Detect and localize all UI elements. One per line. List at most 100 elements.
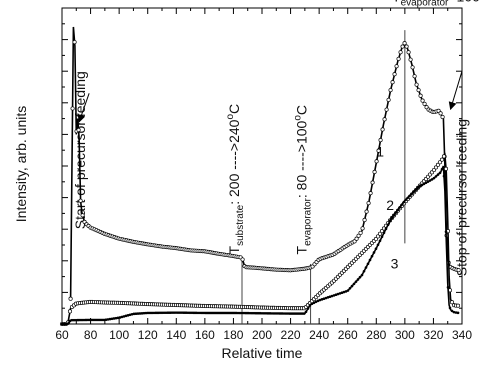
data-point: [422, 101, 427, 106]
data-point: [92, 318, 96, 322]
data-point: [386, 223, 390, 227]
data-point: [174, 311, 178, 314]
annotation-arrow: [77, 93, 90, 123]
data-point: [78, 318, 82, 322]
data-point: [228, 311, 232, 315]
data-point: [376, 148, 381, 153]
data-point: [204, 311, 208, 315]
data-point: [354, 236, 359, 241]
data-point: [182, 311, 186, 315]
data-point: [260, 311, 264, 315]
data-point: [274, 312, 278, 315]
temperature-label-part: C: [293, 105, 309, 115]
data-point: [376, 243, 380, 247]
data-point: [412, 190, 416, 193]
data-point: [328, 295, 332, 298]
data-point: [318, 298, 322, 302]
data-point: [437, 160, 443, 165]
data-point: [98, 318, 102, 322]
data-point: [336, 292, 340, 296]
y-axis-label: Intensity, arb. units: [13, 106, 29, 222]
data-point: [390, 80, 395, 85]
data-point: [302, 312, 306, 315]
temperature-label-part: o: [292, 115, 303, 121]
data-point: [356, 278, 360, 281]
data-point: [268, 312, 272, 315]
data-point: [375, 234, 381, 239]
data-point: [300, 312, 304, 315]
data-point: [312, 301, 316, 305]
data-point: [76, 127, 81, 133]
data-point: [294, 312, 298, 315]
data-point: [186, 311, 190, 315]
data-point: [108, 317, 112, 321]
data-point: [398, 50, 403, 55]
data-point: [126, 314, 130, 317]
data-point: [440, 114, 445, 120]
data-point: [298, 312, 302, 315]
temperature-label-part: : 80 ---->100: [293, 120, 309, 198]
data-point: [148, 311, 152, 315]
data-point: [314, 300, 318, 304]
data-point: [382, 231, 386, 235]
data-point: [431, 167, 437, 173]
data-point: [194, 311, 198, 315]
data-point: [122, 315, 126, 318]
data-point: [244, 311, 248, 315]
data-point: [416, 186, 420, 189]
temperature-label-part: evaporator: [302, 197, 313, 245]
data-point: [232, 311, 236, 315]
data-point: [106, 318, 110, 321]
data-point: [384, 107, 389, 112]
data-point: [398, 205, 402, 209]
series-line: [62, 165, 460, 325]
data-point: [198, 311, 202, 315]
data-point: [379, 229, 385, 234]
x-tick-label: 180: [223, 328, 243, 342]
x-tick-label: 60: [55, 328, 69, 342]
plot-frame: [61, 7, 463, 325]
data-point: [138, 312, 142, 315]
data-point: [240, 311, 244, 315]
data-point: [90, 318, 94, 322]
data-point: [396, 208, 400, 212]
data-point: [256, 311, 260, 315]
data-point: [278, 312, 282, 315]
data-point: [222, 311, 226, 315]
data-point: [404, 198, 408, 201]
data-point: [72, 40, 77, 45]
data-point: [428, 179, 432, 182]
data-point: [144, 311, 148, 315]
data-point: [344, 290, 348, 293]
data-point: [449, 300, 455, 305]
data-point: [352, 239, 357, 244]
data-point: [150, 311, 154, 315]
data-point: [388, 219, 392, 223]
data-point: [348, 286, 352, 290]
data-point: [364, 266, 368, 269]
data-point: [455, 303, 461, 308]
data-point: [356, 233, 361, 238]
temperature-label: Tevaporator: 80 ---->100oC: [292, 105, 313, 255]
data-point: [422, 182, 426, 186]
data-point: [242, 311, 246, 315]
data-point: [420, 183, 424, 187]
data-point: [104, 318, 108, 322]
data-point: [142, 311, 146, 315]
data-point: [392, 72, 397, 77]
data-point: [350, 284, 354, 288]
data-point: [402, 41, 407, 46]
data-point: [410, 65, 415, 70]
data-point: [342, 290, 346, 294]
data-point: [436, 173, 440, 176]
data-point: [292, 312, 296, 315]
data-point: [370, 254, 374, 258]
data-point: [366, 201, 371, 206]
data-point: [112, 317, 116, 320]
data-point: [284, 312, 288, 315]
data-point: [400, 44, 405, 49]
data-point: [414, 82, 419, 87]
temperature-label-part: : 200 ---->240: [226, 119, 242, 204]
series-label: 3: [391, 256, 399, 272]
